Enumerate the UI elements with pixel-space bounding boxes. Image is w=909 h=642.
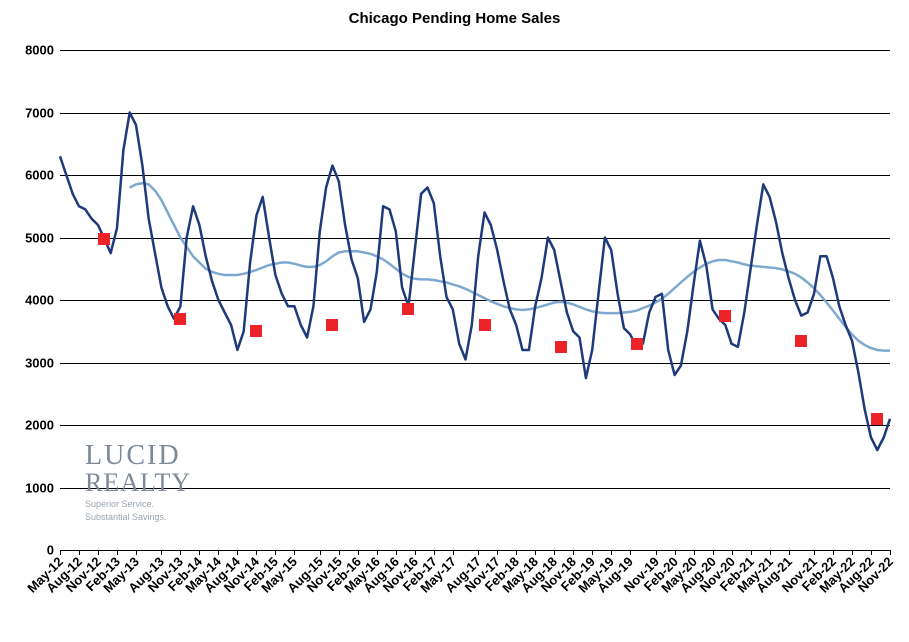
x-tick-mark [890,550,891,555]
highlight-marker [479,319,491,331]
logo-tagline2: Substantial Savings. [85,513,191,522]
logo-line2: REALTY [85,470,191,496]
x-tick-mark [256,550,257,555]
highlight-marker [719,310,731,322]
x-tick-mark [871,550,872,555]
x-tick-mark [833,550,834,555]
x-tick-mark [117,550,118,555]
x-tick-mark [161,550,162,555]
x-tick-mark [79,550,80,555]
highlight-marker [98,233,110,245]
x-tick-mark [98,550,99,555]
y-tick-label: 4000 [25,293,60,308]
x-tick-mark [814,550,815,555]
highlight-marker [631,338,643,350]
x-tick-mark [396,550,397,555]
x-tick-mark [497,550,498,555]
x-tick-mark [275,550,276,555]
x-tick-mark [136,550,137,555]
x-tick-mark [852,550,853,555]
x-tick-mark [60,550,61,555]
x-tick-mark [713,550,714,555]
x-tick-mark [789,550,790,555]
y-tick-label: 2000 [25,418,60,433]
x-tick-mark [751,550,752,555]
x-tick-mark [294,550,295,555]
y-tick-label: 7000 [25,105,60,120]
x-tick-mark [770,550,771,555]
x-tick-mark [218,550,219,555]
x-tick-mark [237,550,238,555]
y-tick-label: 5000 [25,230,60,245]
brand-logo: LUCID REALTY Superior Service. Substanti… [85,442,191,522]
y-tick-label: 6000 [25,168,60,183]
x-tick-mark [434,550,435,555]
y-tick-label: 1000 [25,480,60,495]
x-tick-mark [694,550,695,555]
x-tick-mark [732,550,733,555]
x-tick-mark [611,550,612,555]
x-tick-mark [199,550,200,555]
highlight-marker [402,303,414,315]
highlight-marker [250,325,262,337]
highlight-marker [326,319,338,331]
x-tick-mark [377,550,378,555]
x-tick-mark [339,550,340,555]
x-tick-mark [415,550,416,555]
x-tick-mark [535,550,536,555]
x-tick-mark [630,550,631,555]
x-tick-mark [656,550,657,555]
x-tick-mark [554,550,555,555]
x-tick-mark [320,550,321,555]
y-tick-label: 8000 [25,43,60,58]
x-tick-mark [516,550,517,555]
highlight-marker [555,341,567,353]
raw-series-line [60,113,890,451]
logo-tagline1: Superior Service. [85,500,191,509]
x-tick-mark [180,550,181,555]
logo-line1: LUCID [85,442,191,470]
highlight-marker [871,413,883,425]
x-tick-mark [478,550,479,555]
y-tick-label: 3000 [25,355,60,370]
highlight-marker [795,335,807,347]
x-tick-mark [592,550,593,555]
x-tick-mark [675,550,676,555]
highlight-marker [174,313,186,325]
y-gridline [60,550,890,551]
x-tick-mark [358,550,359,555]
x-tick-mark [573,550,574,555]
x-tick-mark [453,550,454,555]
chart-container: Chicago Pending Home Sales 0100020003000… [0,0,909,642]
chart-title: Chicago Pending Home Sales [0,10,909,27]
